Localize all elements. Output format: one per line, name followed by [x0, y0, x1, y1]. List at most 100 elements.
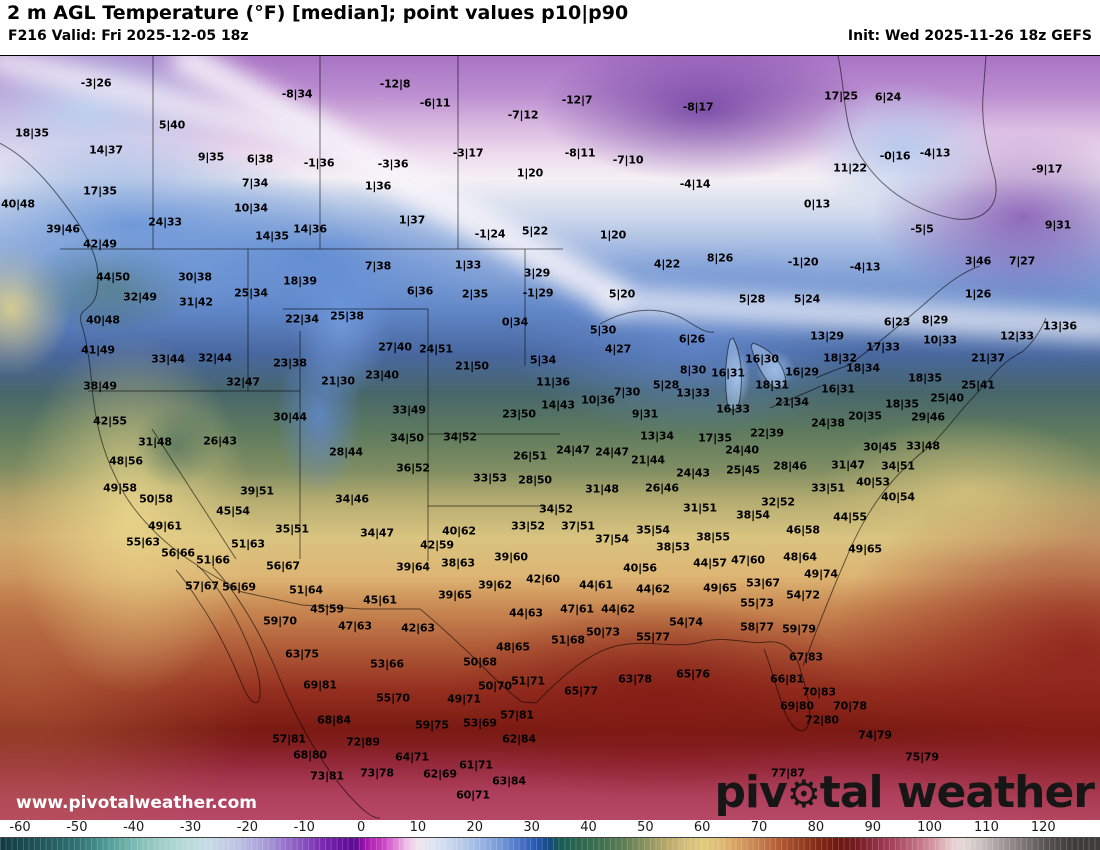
point-value: 42|59 [420, 538, 454, 552]
point-value: -8|17 [682, 100, 714, 114]
point-value: 17|25 [824, 89, 858, 103]
point-value: 5|22 [521, 224, 549, 238]
point-value: 33|48 [906, 439, 940, 453]
point-value: 4|27 [604, 342, 632, 356]
point-value: 28|50 [518, 473, 552, 487]
point-value: 51|71 [511, 674, 545, 688]
point-value: 16|31 [711, 366, 745, 380]
point-value: 18|35 [15, 126, 49, 140]
color-scale-bar [0, 837, 1100, 850]
scale-tick-label: -60 [9, 820, 31, 835]
scale-tick-label: 120 [1030, 820, 1056, 835]
point-value: 32|52 [761, 495, 795, 509]
point-value: 25|34 [234, 286, 268, 300]
point-value: 44|62 [636, 582, 670, 596]
point-value: 68|80 [293, 748, 327, 762]
point-value: 60|71 [456, 788, 490, 802]
point-value: 48|56 [109, 454, 143, 468]
point-value: 56|66 [161, 546, 195, 560]
point-value: 41|49 [81, 343, 115, 357]
point-value: 7|34 [241, 176, 269, 190]
scale-tick-label: 70 [750, 820, 768, 835]
point-value: 56|67 [266, 559, 300, 573]
point-value: 69|81 [303, 678, 337, 692]
point-value: 13|33 [676, 386, 710, 400]
point-value: 17|35 [83, 184, 117, 198]
point-value: 8|29 [921, 313, 949, 327]
point-value: 63|75 [285, 647, 319, 661]
point-value: 24|43 [676, 466, 710, 480]
map-title: 2 m AGL Temperature (°F) [median]; point… [7, 2, 629, 24]
point-value: 51|68 [551, 633, 585, 647]
point-value: 1|20 [599, 228, 627, 242]
point-value: -9|17 [1031, 162, 1063, 176]
point-value: 23|40 [365, 368, 399, 382]
point-value: 35|51 [275, 522, 309, 536]
point-value: 25|38 [330, 309, 364, 323]
point-value: 70|83 [802, 685, 836, 699]
point-value: 1|36 [364, 179, 392, 193]
point-value: 70|78 [833, 699, 867, 713]
point-value: 21|34 [775, 395, 809, 409]
baja-coastline [175, 564, 261, 704]
point-value: 69|80 [780, 699, 814, 713]
point-value: 32|47 [226, 375, 260, 389]
point-value: -0|16 [879, 149, 911, 163]
point-value: 28|44 [329, 445, 363, 459]
point-value: 44|63 [509, 606, 543, 620]
point-value: 59|75 [415, 718, 449, 732]
point-value: 13|34 [640, 429, 674, 443]
point-value: 18|31 [755, 378, 789, 392]
point-value: -1|29 [522, 286, 554, 300]
point-value: 33|51 [811, 481, 845, 495]
point-value: 58|77 [740, 620, 774, 634]
point-value: 29|46 [911, 410, 945, 424]
point-value: 62|69 [423, 767, 457, 781]
point-value: 23|50 [502, 407, 536, 421]
scale-tick-label: -10 [293, 820, 315, 835]
point-value: 5|34 [529, 353, 557, 367]
point-value: 53|66 [370, 657, 404, 671]
point-value: -12|7 [561, 93, 593, 107]
point-value: 64|71 [395, 750, 429, 764]
point-value: 5|28 [738, 292, 766, 306]
point-value: 46|58 [786, 523, 820, 537]
point-value: 23|38 [273, 356, 307, 370]
point-value: 47|61 [560, 602, 594, 616]
point-value: 10|36 [581, 393, 615, 407]
point-value: 7|30 [613, 385, 641, 399]
point-value: 49|58 [103, 481, 137, 495]
point-value: 32|44 [198, 351, 232, 365]
point-value: 53|67 [746, 576, 780, 590]
init-time-label: Init: Wed 2025-11-26 18z GEFS [847, 28, 1092, 44]
point-value: 51|66 [196, 553, 230, 567]
point-value: 34|51 [881, 459, 915, 473]
point-value: 42|63 [401, 621, 435, 635]
hudson-bay-coastline [837, 56, 997, 220]
point-value: 31|51 [683, 501, 717, 515]
point-value: 62|84 [502, 732, 536, 746]
point-value: 39|51 [240, 484, 274, 498]
point-value: 25|41 [961, 378, 995, 392]
point-value: 17|33 [866, 340, 900, 354]
point-value: 14|35 [255, 229, 289, 243]
atlantic-coastline [802, 317, 1047, 667]
point-value: 17|35 [698, 431, 732, 445]
point-value: 18|35 [885, 397, 919, 411]
point-value: 16|29 [785, 365, 819, 379]
point-value: 50|70 [478, 679, 512, 693]
point-value: 26|46 [645, 481, 679, 495]
point-value: 75|79 [905, 750, 939, 764]
map-header: 2 m AGL Temperature (°F) [median]; point… [0, 0, 1100, 55]
point-value: 30|44 [273, 410, 307, 424]
point-value: 38|53 [656, 540, 690, 554]
point-value: 1|37 [398, 213, 426, 227]
point-value: -6|11 [419, 96, 451, 110]
point-value: 9|35 [197, 150, 225, 164]
point-value: 44|62 [601, 602, 635, 616]
point-value: 0|13 [803, 197, 831, 211]
point-value: 49|65 [703, 581, 737, 595]
point-value: 33|44 [151, 352, 185, 366]
point-value: -7|10 [612, 153, 644, 167]
